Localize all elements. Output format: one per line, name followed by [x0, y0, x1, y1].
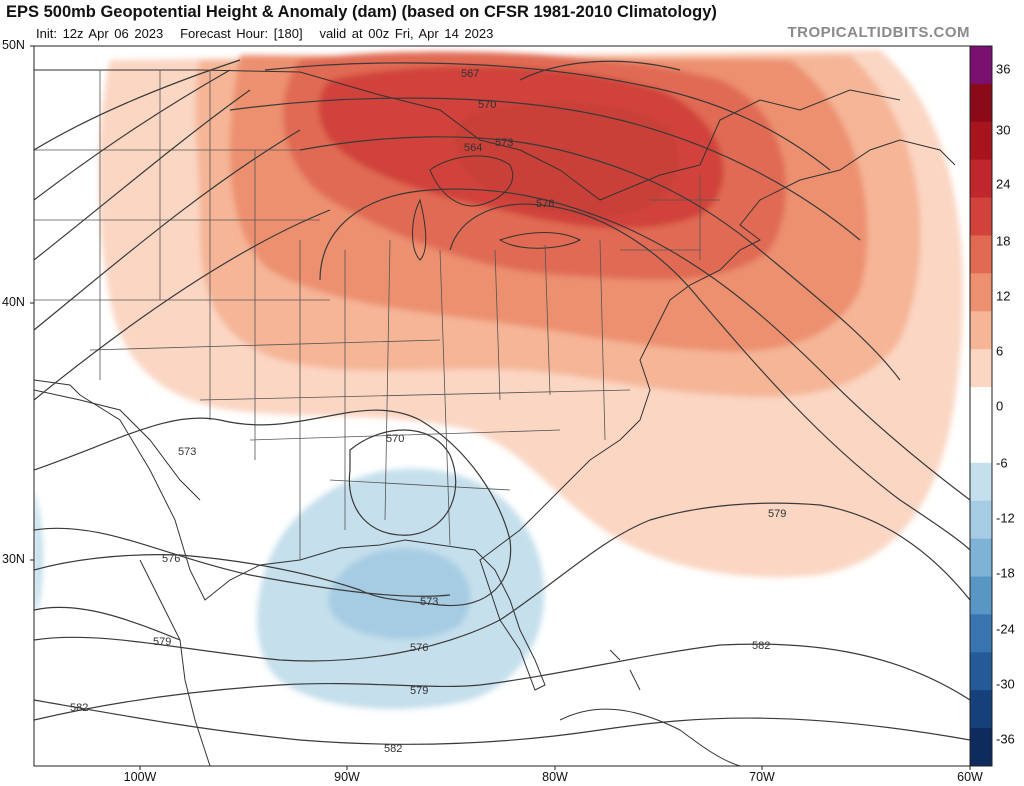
contour-label: 579 [153, 636, 171, 648]
colorbar-swatch [970, 159, 992, 199]
contour-label: 576 [410, 642, 428, 654]
colorbar-label: 24 [996, 176, 1011, 192]
contour-label: 573 [178, 446, 196, 458]
contour-label: 579 [768, 508, 786, 520]
lat-label-50n: 50N [2, 38, 25, 52]
colorbar-swatches [970, 46, 992, 767]
lat-label-40n: 40N [2, 295, 25, 309]
colorbar-label: -12 [996, 510, 1015, 526]
contour-labels: 567 570 573 576 564 573 570 576 579 573 … [70, 68, 786, 755]
colorbar-swatch [970, 83, 992, 123]
axis-ticks [30, 45, 971, 770]
colorbar-label: -24 [996, 621, 1015, 637]
contour-label: 576 [536, 198, 554, 210]
mexico-border [34, 389, 201, 501]
lon-label-70w: 70W [749, 770, 775, 784]
colorbar-swatch [970, 311, 992, 350]
chart-title: EPS 500mb Geopotential Height & Anomaly … [6, 3, 717, 21]
lat-label-30n: 30N [2, 552, 25, 566]
colorbar-label: 18 [996, 233, 1011, 249]
colorbar-swatch [970, 538, 992, 578]
lake-erie [498, 232, 582, 249]
colorbar-label: 12 [996, 288, 1011, 304]
colorbar-swatch [970, 728, 992, 767]
colorbar-label: 6 [996, 343, 1004, 359]
state-lines [34, 70, 720, 560]
forecast-hour: Forecast Hour: [180] [180, 26, 303, 41]
colorbar-swatch [970, 121, 992, 161]
map-area: 567 570 573 576 564 573 570 576 579 573 … [34, 46, 970, 766]
colorbar-swatch [970, 46, 992, 85]
colorbar-swatch [970, 387, 992, 426]
contour-label: 576 [162, 553, 180, 565]
colorbar-label: -6 [996, 455, 1008, 471]
colorbar-label: 0 [996, 398, 1004, 414]
contour-label: 567 [461, 68, 479, 80]
colorbar-label: -30 [996, 676, 1015, 692]
colorbar-swatch [970, 690, 992, 729]
colorbar-swatch [970, 273, 992, 312]
contour-label: 579 [410, 685, 428, 697]
contour-label: 582 [384, 743, 402, 755]
us-coastline [34, 139, 956, 691]
colorbar-swatch [970, 197, 992, 236]
canada-border [34, 69, 901, 201]
colorbar-swatch [970, 614, 992, 653]
colorbar-swatch [970, 462, 992, 502]
negative-anomaly-shading [34, 468, 545, 710]
valid-time: valid at 00z Fri, Apr 14 2023 [319, 26, 494, 41]
bahamas [609, 649, 641, 691]
contour-label: 573 [420, 596, 438, 608]
colorbar-label: -18 [996, 565, 1015, 581]
contour-label: 582 [70, 702, 88, 714]
contour-label: 582 [752, 640, 770, 652]
lon-label-60w: 60W [957, 770, 983, 784]
height-contours [34, 59, 970, 745]
lon-label-90w: 90W [334, 770, 360, 784]
lake-michigan [412, 198, 427, 261]
colorbar-swatch [970, 235, 992, 274]
colorbar-label: 36 [996, 61, 1011, 77]
site-credit: TROPICALTIDBITS.COM [787, 24, 970, 41]
great-lakes [429, 155, 514, 207]
run-info: Init: 12z Apr 06 2023 Forecast Hour: [18… [36, 26, 493, 41]
init-time: Init: 12z Apr 06 2023 [36, 26, 164, 41]
colorbar-swatch [970, 576, 992, 615]
lon-label-80w: 80W [542, 770, 568, 784]
contour-label: 570 [386, 433, 404, 445]
colorbar-label: 30 [996, 122, 1011, 138]
colorbar-swatch [970, 424, 992, 464]
land-boundaries [34, 69, 956, 766]
colorbar-frame [969, 45, 993, 767]
colorbar-swatch [970, 652, 992, 691]
lon-label-100w: 100W [123, 770, 157, 784]
positive-anomaly-shading [98, 50, 963, 578]
colorbar-swatch [970, 500, 992, 540]
colorbar [969, 45, 993, 767]
contour-label: 564 [464, 142, 482, 154]
contour-label: 573 [495, 137, 513, 149]
contour-label: 570 [478, 99, 496, 111]
colorbar-swatch [970, 349, 992, 388]
cuba [559, 708, 741, 766]
colorbar-label: -36 [996, 731, 1015, 747]
